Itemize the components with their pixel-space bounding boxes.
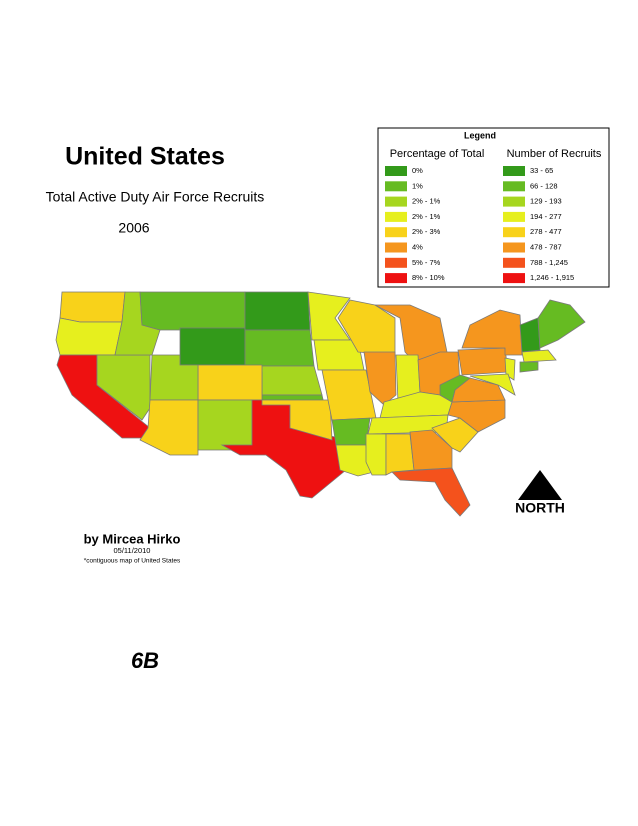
legend-swatch — [503, 181, 525, 192]
legend-label: 2% - 3% — [412, 227, 441, 236]
state — [431, 417, 479, 453]
legend-swatch — [503, 227, 525, 238]
page-label: 6B — [131, 648, 159, 673]
legend-label: 5% - 7% — [412, 258, 441, 267]
legend-swatch — [385, 166, 407, 176]
state — [537, 299, 586, 349]
legend-label: 278 - 477 — [530, 227, 562, 236]
state — [59, 291, 126, 323]
state — [244, 329, 315, 367]
legend-label: 8% - 10% — [412, 273, 445, 282]
legend-label: 478 - 787 — [530, 242, 562, 251]
state — [139, 291, 246, 331]
state — [55, 317, 123, 356]
author: by Mircea Hirko — [84, 531, 181, 546]
legend-swatch — [503, 211, 525, 222]
legend-label: 1% — [412, 181, 423, 190]
legend-swatch — [503, 257, 525, 268]
legend-header: Number of Recruits — [507, 148, 602, 160]
legend-label: 4% — [412, 242, 423, 251]
north-arrow-triangle — [518, 470, 562, 500]
state — [385, 433, 415, 476]
state — [469, 373, 516, 396]
state — [409, 429, 453, 471]
legend-swatch — [503, 196, 525, 207]
state — [197, 364, 263, 401]
state — [461, 309, 523, 356]
subtitle: Total Active Duty Air Force Recruits — [46, 189, 265, 205]
state — [521, 349, 557, 363]
state — [519, 361, 539, 373]
legend-label: 129 - 193 — [530, 197, 562, 206]
map — [55, 291, 586, 517]
legend-label: 2% - 1% — [412, 212, 441, 221]
legend-swatch — [385, 196, 407, 207]
legend-label: 66 - 128 — [530, 181, 558, 190]
legend-label: 0% — [412, 166, 423, 175]
state — [439, 374, 471, 403]
state — [307, 291, 351, 341]
legend-swatch — [503, 242, 525, 253]
state — [244, 291, 311, 331]
legend-swatch — [385, 257, 407, 268]
legend-label: 1,246 - 1,915 — [530, 273, 574, 282]
north-arrow: NORTH — [515, 470, 565, 516]
note: *contiguous map of United States — [84, 558, 181, 565]
title: United States — [65, 143, 225, 171]
state — [179, 327, 246, 366]
legend-swatch — [385, 181, 407, 192]
year: 2006 — [118, 220, 149, 236]
state — [197, 399, 253, 451]
state — [391, 467, 471, 517]
legend-swatch — [385, 227, 407, 238]
legend-swatch — [385, 211, 407, 222]
state — [519, 317, 541, 353]
state — [331, 417, 371, 446]
north-label: NORTH — [515, 500, 565, 516]
legend-title: Legend — [464, 130, 496, 140]
legend-label: 194 - 277 — [530, 212, 562, 221]
legend-swatch — [385, 242, 407, 253]
legend-label: 788 - 1,245 — [530, 258, 568, 267]
date: 05/11/2010 — [114, 546, 151, 555]
legend-header: Percentage of Total — [390, 148, 485, 160]
state — [457, 347, 509, 376]
legend-swatch — [385, 273, 407, 284]
legend-box — [377, 127, 610, 288]
legend-swatch — [503, 273, 525, 284]
state — [365, 433, 387, 476]
legend: Legend Percentage of Total Number of Rec… — [377, 127, 610, 288]
legend-label: 2% - 1% — [412, 197, 441, 206]
legend-swatch — [503, 166, 525, 176]
legend-label: 33 - 65 — [530, 166, 553, 175]
